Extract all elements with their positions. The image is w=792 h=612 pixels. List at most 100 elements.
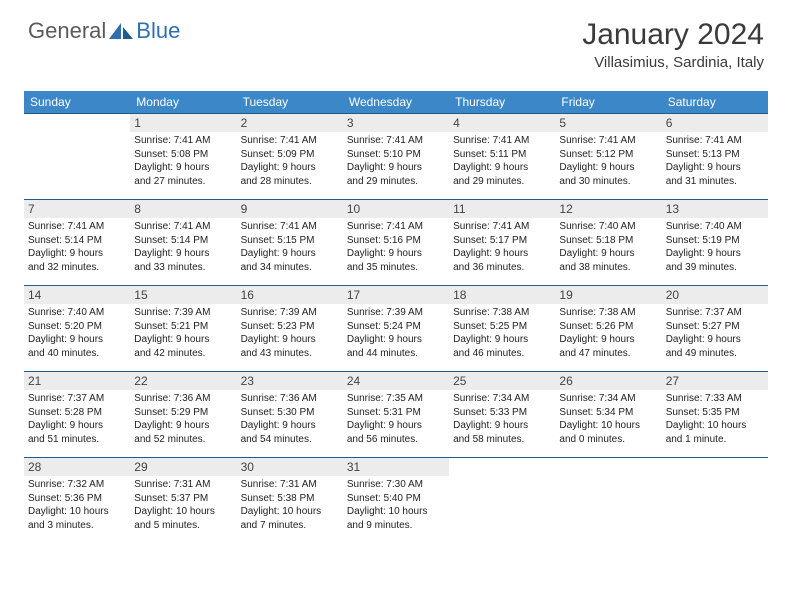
calendar-week-row: 7Sunrise: 7:41 AMSunset: 5:14 PMDaylight… bbox=[24, 200, 768, 286]
calendar-day-cell: 15Sunrise: 7:39 AMSunset: 5:21 PMDayligh… bbox=[130, 286, 236, 372]
weekday-header: Sunday bbox=[24, 91, 130, 114]
month-title: January 2024 bbox=[582, 18, 764, 52]
calendar-week-row: 21Sunrise: 7:37 AMSunset: 5:28 PMDayligh… bbox=[24, 372, 768, 458]
day-number: 1 bbox=[130, 114, 236, 132]
day-number: 14 bbox=[24, 286, 130, 304]
sail-icon bbox=[108, 22, 134, 40]
day-number: 13 bbox=[662, 200, 768, 218]
calendar-day-cell bbox=[449, 458, 555, 544]
calendar-day-cell: 11Sunrise: 7:41 AMSunset: 5:17 PMDayligh… bbox=[449, 200, 555, 286]
day-number: 23 bbox=[237, 372, 343, 390]
day-details: Sunrise: 7:41 AMSunset: 5:10 PMDaylight:… bbox=[343, 132, 449, 192]
weekday-header: Friday bbox=[555, 91, 661, 114]
calendar-day-cell: 13Sunrise: 7:40 AMSunset: 5:19 PMDayligh… bbox=[662, 200, 768, 286]
day-details: Sunrise: 7:38 AMSunset: 5:25 PMDaylight:… bbox=[449, 304, 555, 364]
weekday-header: Wednesday bbox=[343, 91, 449, 114]
day-number: 15 bbox=[130, 286, 236, 304]
day-details: Sunrise: 7:41 AMSunset: 5:12 PMDaylight:… bbox=[555, 132, 661, 192]
title-block: January 2024 Villasimius, Sardinia, Ital… bbox=[582, 18, 764, 71]
day-details: Sunrise: 7:40 AMSunset: 5:19 PMDaylight:… bbox=[662, 218, 768, 278]
day-details: Sunrise: 7:30 AMSunset: 5:40 PMDaylight:… bbox=[343, 476, 449, 536]
day-number: 29 bbox=[130, 458, 236, 476]
day-number: 16 bbox=[237, 286, 343, 304]
day-details: Sunrise: 7:41 AMSunset: 5:08 PMDaylight:… bbox=[130, 132, 236, 192]
calendar-day-cell: 25Sunrise: 7:34 AMSunset: 5:33 PMDayligh… bbox=[449, 372, 555, 458]
calendar-day-cell: 3Sunrise: 7:41 AMSunset: 5:10 PMDaylight… bbox=[343, 114, 449, 200]
weekday-header: Monday bbox=[130, 91, 236, 114]
calendar-day-cell: 1Sunrise: 7:41 AMSunset: 5:08 PMDaylight… bbox=[130, 114, 236, 200]
calendar-day-cell: 24Sunrise: 7:35 AMSunset: 5:31 PMDayligh… bbox=[343, 372, 449, 458]
day-details: Sunrise: 7:39 AMSunset: 5:23 PMDaylight:… bbox=[237, 304, 343, 364]
day-details: Sunrise: 7:39 AMSunset: 5:24 PMDaylight:… bbox=[343, 304, 449, 364]
day-number bbox=[449, 458, 555, 462]
calendar-day-cell bbox=[555, 458, 661, 544]
day-number: 4 bbox=[449, 114, 555, 132]
calendar-day-cell: 7Sunrise: 7:41 AMSunset: 5:14 PMDaylight… bbox=[24, 200, 130, 286]
calendar-day-cell: 26Sunrise: 7:34 AMSunset: 5:34 PMDayligh… bbox=[555, 372, 661, 458]
day-number: 5 bbox=[555, 114, 661, 132]
calendar-day-cell bbox=[24, 114, 130, 200]
calendar-day-cell: 20Sunrise: 7:37 AMSunset: 5:27 PMDayligh… bbox=[662, 286, 768, 372]
calendar-day-cell: 16Sunrise: 7:39 AMSunset: 5:23 PMDayligh… bbox=[237, 286, 343, 372]
brand-text-general: General bbox=[28, 18, 106, 44]
day-details: Sunrise: 7:41 AMSunset: 5:16 PMDaylight:… bbox=[343, 218, 449, 278]
day-details: Sunrise: 7:41 AMSunset: 5:09 PMDaylight:… bbox=[237, 132, 343, 192]
calendar-week-row: 28Sunrise: 7:32 AMSunset: 5:36 PMDayligh… bbox=[24, 458, 768, 544]
calendar-day-cell: 30Sunrise: 7:31 AMSunset: 5:38 PMDayligh… bbox=[237, 458, 343, 544]
day-number bbox=[24, 114, 130, 118]
weekday-header: Tuesday bbox=[237, 91, 343, 114]
day-number: 10 bbox=[343, 200, 449, 218]
day-number: 28 bbox=[24, 458, 130, 476]
day-number: 20 bbox=[662, 286, 768, 304]
calendar-day-cell: 19Sunrise: 7:38 AMSunset: 5:26 PMDayligh… bbox=[555, 286, 661, 372]
day-number: 18 bbox=[449, 286, 555, 304]
day-details: Sunrise: 7:41 AMSunset: 5:11 PMDaylight:… bbox=[449, 132, 555, 192]
calendar-day-cell: 5Sunrise: 7:41 AMSunset: 5:12 PMDaylight… bbox=[555, 114, 661, 200]
day-number: 27 bbox=[662, 372, 768, 390]
day-number: 30 bbox=[237, 458, 343, 476]
day-number: 9 bbox=[237, 200, 343, 218]
day-details: Sunrise: 7:33 AMSunset: 5:35 PMDaylight:… bbox=[662, 390, 768, 450]
day-details: Sunrise: 7:35 AMSunset: 5:31 PMDaylight:… bbox=[343, 390, 449, 450]
calendar-body: 1Sunrise: 7:41 AMSunset: 5:08 PMDaylight… bbox=[24, 114, 768, 544]
day-details: Sunrise: 7:31 AMSunset: 5:38 PMDaylight:… bbox=[237, 476, 343, 536]
page-header: General Blue January 2024 Villasimius, S… bbox=[0, 0, 792, 79]
day-details: Sunrise: 7:36 AMSunset: 5:30 PMDaylight:… bbox=[237, 390, 343, 450]
calendar-day-cell: 27Sunrise: 7:33 AMSunset: 5:35 PMDayligh… bbox=[662, 372, 768, 458]
day-number: 21 bbox=[24, 372, 130, 390]
brand-logo: General Blue bbox=[28, 18, 180, 44]
weekday-header: Thursday bbox=[449, 91, 555, 114]
day-details: Sunrise: 7:31 AMSunset: 5:37 PMDaylight:… bbox=[130, 476, 236, 536]
day-number: 26 bbox=[555, 372, 661, 390]
calendar-day-cell: 31Sunrise: 7:30 AMSunset: 5:40 PMDayligh… bbox=[343, 458, 449, 544]
day-details: Sunrise: 7:34 AMSunset: 5:34 PMDaylight:… bbox=[555, 390, 661, 450]
calendar-day-cell: 23Sunrise: 7:36 AMSunset: 5:30 PMDayligh… bbox=[237, 372, 343, 458]
calendar-table: SundayMondayTuesdayWednesdayThursdayFrid… bbox=[24, 91, 768, 544]
calendar-day-cell: 17Sunrise: 7:39 AMSunset: 5:24 PMDayligh… bbox=[343, 286, 449, 372]
location-label: Villasimius, Sardinia, Italy bbox=[582, 54, 764, 71]
day-details: Sunrise: 7:41 AMSunset: 5:13 PMDaylight:… bbox=[662, 132, 768, 192]
calendar-day-cell bbox=[662, 458, 768, 544]
day-number: 6 bbox=[662, 114, 768, 132]
day-details: Sunrise: 7:41 AMSunset: 5:15 PMDaylight:… bbox=[237, 218, 343, 278]
calendar-day-cell: 29Sunrise: 7:31 AMSunset: 5:37 PMDayligh… bbox=[130, 458, 236, 544]
day-number: 12 bbox=[555, 200, 661, 218]
day-number: 2 bbox=[237, 114, 343, 132]
day-details: Sunrise: 7:41 AMSunset: 5:14 PMDaylight:… bbox=[24, 218, 130, 278]
day-number: 17 bbox=[343, 286, 449, 304]
day-details: Sunrise: 7:37 AMSunset: 5:27 PMDaylight:… bbox=[662, 304, 768, 364]
calendar-day-cell: 21Sunrise: 7:37 AMSunset: 5:28 PMDayligh… bbox=[24, 372, 130, 458]
calendar-day-cell: 14Sunrise: 7:40 AMSunset: 5:20 PMDayligh… bbox=[24, 286, 130, 372]
day-number bbox=[555, 458, 661, 462]
calendar-header-row: SundayMondayTuesdayWednesdayThursdayFrid… bbox=[24, 91, 768, 114]
day-details: Sunrise: 7:40 AMSunset: 5:18 PMDaylight:… bbox=[555, 218, 661, 278]
day-details: Sunrise: 7:37 AMSunset: 5:28 PMDaylight:… bbox=[24, 390, 130, 450]
calendar-week-row: 1Sunrise: 7:41 AMSunset: 5:08 PMDaylight… bbox=[24, 114, 768, 200]
day-number: 11 bbox=[449, 200, 555, 218]
day-number: 25 bbox=[449, 372, 555, 390]
day-details: Sunrise: 7:34 AMSunset: 5:33 PMDaylight:… bbox=[449, 390, 555, 450]
calendar-day-cell: 18Sunrise: 7:38 AMSunset: 5:25 PMDayligh… bbox=[449, 286, 555, 372]
calendar-day-cell: 10Sunrise: 7:41 AMSunset: 5:16 PMDayligh… bbox=[343, 200, 449, 286]
day-number: 3 bbox=[343, 114, 449, 132]
day-number bbox=[662, 458, 768, 462]
